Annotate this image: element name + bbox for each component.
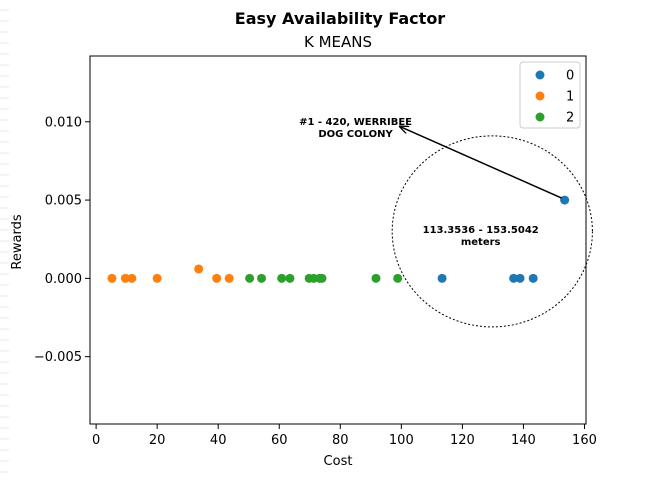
legend-label-1: 1 <box>566 90 574 105</box>
scatter-point-cluster-1 <box>212 273 222 283</box>
legend-label-2: 2 <box>566 111 574 126</box>
x-tick-label: 0 <box>92 433 100 448</box>
x-tick-label: 120 <box>450 433 475 448</box>
scatter-point-cluster-2 <box>317 273 327 283</box>
scatter-point-cluster-2 <box>277 273 287 283</box>
range-ellipse <box>391 135 593 328</box>
scatter-point-cluster-2 <box>371 273 381 283</box>
legend-marker-1 <box>535 91 545 101</box>
y-tick-label: 0.005 <box>45 194 82 209</box>
legend-marker-2 <box>535 112 545 122</box>
x-tick-label: 40 <box>210 433 227 448</box>
legend-label-0: 0 <box>566 69 574 84</box>
plot-frame <box>89 55 587 425</box>
scatter-point-cluster-1 <box>107 273 117 283</box>
scatter-point-cluster-1 <box>127 273 137 283</box>
x-tick-label: 100 <box>389 433 414 448</box>
x-tick-label: 140 <box>511 433 536 448</box>
annotation-label-top: #1 - 420, WERRIBEE <box>299 117 412 128</box>
scatter-point-cluster-2 <box>393 273 403 283</box>
scatter-point-cluster-0 <box>528 273 538 283</box>
scatter-point-cluster-0 <box>509 273 519 283</box>
x-axis-label: Cost <box>324 454 353 469</box>
scatter-point-cluster-2 <box>245 273 255 283</box>
scatter-point-cluster-2 <box>285 273 295 283</box>
scatter-point-cluster-1 <box>194 264 204 274</box>
annotation-arrow <box>400 126 562 199</box>
x-tick-label: 60 <box>271 433 288 448</box>
plot-area: 0 20 40 60 80 100 120 140 160−0.0050.0000.0050.0… <box>34 55 597 448</box>
y-axis-label: Rewards <box>10 214 25 269</box>
chart-subtitle: K MEANS <box>304 33 372 51</box>
scatter-point-cluster-2 <box>257 273 267 283</box>
scatter-point-cluster-0 <box>560 195 570 205</box>
annotation-label-top: DOG COLONY <box>318 129 393 140</box>
scatter-point-cluster-0 <box>515 273 525 283</box>
y-tick-label: −0.005 <box>34 350 82 365</box>
scatter-point-cluster-1 <box>152 273 162 283</box>
chart-title: Easy Availability Factor <box>235 9 446 28</box>
left-edge-strip <box>0 9 9 473</box>
y-tick-label: 0.010 <box>45 115 82 130</box>
scatter-point-cluster-1 <box>224 273 234 283</box>
annotation-label-range: 113.3536 - 153.5042 <box>423 225 539 236</box>
annotation-label-range: meters <box>461 237 501 248</box>
legend-marker-0 <box>535 70 545 80</box>
legend-box <box>519 61 581 129</box>
y-tick-label: 0.000 <box>45 272 82 287</box>
scatter-point-cluster-1 <box>120 273 130 283</box>
x-tick-label: 160 <box>572 433 597 448</box>
scatter-point-cluster-0 <box>437 273 447 283</box>
x-tick-label: 80 <box>332 433 349 448</box>
x-tick-label: 20 <box>149 433 166 448</box>
